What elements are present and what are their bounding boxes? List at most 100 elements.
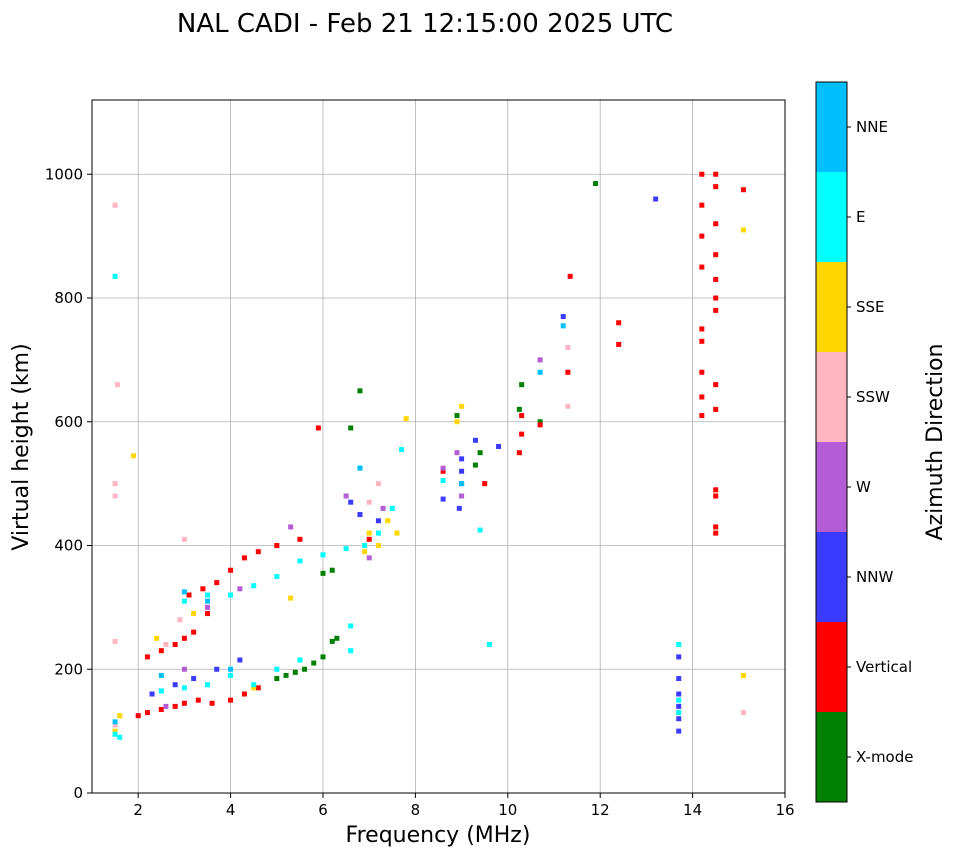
data-point [676,642,682,647]
data-point [348,499,354,505]
data-point [255,549,261,555]
data-point [366,555,372,561]
data-point [567,273,573,279]
data-point [228,567,234,573]
data-point [200,586,206,592]
x-tick-label: 10 [498,801,517,819]
data-point [144,654,150,660]
data-point [320,552,326,558]
data-point [172,642,178,647]
data-point [496,444,502,449]
data-points [112,171,746,740]
data-point [516,450,522,456]
data-point [394,530,400,536]
data-point [348,623,354,629]
data-point [205,682,210,688]
data-point [191,611,197,617]
data-point [191,629,197,635]
data-point [283,672,289,678]
y-tick-label: 0 [73,784,83,802]
data-point [713,171,719,177]
data-point [181,666,187,672]
data-point [740,710,746,716]
data-point [519,382,525,388]
colorbar-segment [816,532,847,622]
y-tick-label: 400 [54,537,83,555]
data-point [112,202,118,208]
data-point [241,691,247,697]
data-point [375,518,381,524]
data-point [163,642,169,647]
data-point [302,666,308,672]
data-point [454,419,460,425]
data-point [362,549,368,555]
data-point [713,487,719,493]
data-point [241,555,247,561]
data-point [343,493,349,499]
colorbar-label: Azimuth Direction [923,343,948,540]
data-point [459,493,465,499]
data-point [440,468,446,474]
data-point [565,403,571,409]
data-point [297,558,303,564]
data-point [181,589,187,595]
data-point [158,672,164,678]
data-point [537,419,543,425]
data-point [565,345,571,350]
series-nne [112,323,566,725]
data-point [181,598,187,604]
data-point [385,518,391,524]
colorbar-tick-label: W [856,478,871,496]
data-point [112,481,118,487]
plot-background [92,100,785,793]
colorbar-segment [816,172,847,262]
colorbar-tick-label: SSW [856,388,890,406]
data-point [389,505,395,511]
data-point [297,657,303,663]
data-point [362,543,368,548]
data-point [380,505,386,511]
data-point [181,700,187,706]
data-point [177,617,183,623]
data-point [616,320,622,326]
x-tick-label: 12 [591,801,610,819]
data-point [195,697,201,703]
data-point [676,691,682,697]
data-point [676,654,682,660]
data-point [191,676,197,682]
grid-lines [92,100,786,794]
data-point [472,462,478,468]
data-point [560,323,566,329]
colorbar-tick-label: Vertical [856,658,912,676]
data-point [357,388,363,394]
data-point [158,706,164,712]
plot-area: 2 4 6 8 10 12 14 16 0 200 400 600 800 1000 [45,99,795,819]
colorbar-segment [816,352,847,442]
y-tick-label: 1000 [45,165,83,183]
data-point [149,691,155,697]
colorbar-tick-label: NNE [856,118,888,136]
colorbar-segment [816,622,847,712]
data-point [329,638,335,644]
data-point [459,456,465,462]
data-point [163,703,169,709]
data-point [172,703,178,709]
data-point [251,583,257,589]
y-tick-label: 800 [54,289,83,307]
data-point [472,437,478,443]
chart-title: NAL CADI - Feb 21 12:15:00 2025 UTC [177,9,673,39]
data-point [366,499,372,505]
data-point [357,465,363,471]
colorbar-segment [816,442,847,532]
data-point [459,481,465,487]
data-point [112,493,118,499]
data-point [274,573,280,579]
data-point [375,543,381,548]
colorbar-segment [816,82,847,172]
data-point [676,728,682,734]
data-point [565,369,571,375]
data-point [237,586,243,592]
data-point [274,676,280,682]
data-point [676,710,682,716]
data-point [676,703,682,709]
